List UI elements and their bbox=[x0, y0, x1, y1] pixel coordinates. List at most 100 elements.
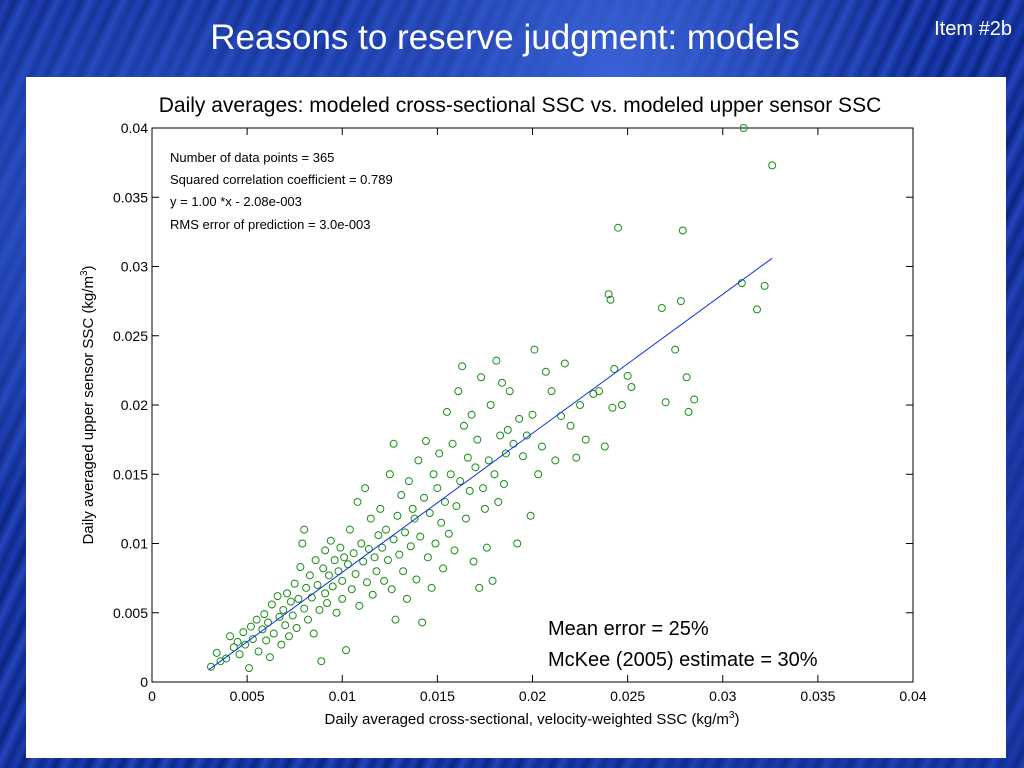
data-point bbox=[581, 435, 590, 444]
notes-box: Mean error = 25% McKee (2005) estimate =… bbox=[548, 618, 818, 671]
data-point bbox=[477, 373, 486, 382]
data-point bbox=[475, 583, 484, 592]
data-point bbox=[452, 502, 461, 511]
data-point bbox=[576, 401, 585, 409]
data-point bbox=[499, 479, 508, 488]
y-tick-label: 0.02 bbox=[121, 397, 148, 413]
data-point bbox=[389, 535, 398, 544]
data-point bbox=[245, 664, 254, 673]
data-point bbox=[382, 525, 391, 534]
data-point bbox=[248, 635, 257, 644]
data-point bbox=[206, 662, 215, 671]
data-point bbox=[353, 497, 362, 506]
data-point bbox=[427, 583, 436, 592]
data-point bbox=[296, 563, 305, 572]
data-point bbox=[566, 421, 575, 430]
data-point bbox=[488, 576, 497, 585]
data-point bbox=[357, 539, 366, 548]
stat-rms-error: RMS error of prediction = 3.0e-003 bbox=[170, 217, 371, 232]
data-point bbox=[252, 615, 261, 624]
data-point bbox=[486, 401, 495, 409]
data-point bbox=[338, 576, 347, 585]
data-point bbox=[610, 364, 619, 373]
y-tick-label: 0 bbox=[140, 674, 148, 690]
data-point bbox=[433, 484, 442, 493]
x-axis-label: Daily averaged cross-sectional, velocity… bbox=[325, 710, 740, 728]
data-point bbox=[551, 456, 560, 465]
data-point bbox=[309, 629, 318, 638]
stat-r-squared: Squared correlation coefficient = 0.789 bbox=[170, 172, 393, 187]
data-point bbox=[226, 632, 235, 641]
data-point bbox=[389, 439, 398, 448]
stats-box: Number of data points = 365 Squared corr… bbox=[170, 150, 393, 232]
data-point bbox=[288, 611, 297, 620]
data-point bbox=[657, 304, 666, 313]
y-tick-label: 0.01 bbox=[121, 536, 148, 552]
data-point bbox=[300, 525, 309, 534]
data-point bbox=[401, 528, 410, 537]
data-point bbox=[471, 463, 480, 472]
y-tick-label: 0.04 bbox=[121, 120, 148, 136]
data-point bbox=[503, 425, 512, 434]
data-point bbox=[526, 511, 535, 520]
x-tick-label: 0.02 bbox=[519, 688, 546, 704]
item-label: Item #2b bbox=[934, 18, 1012, 40]
data-point bbox=[267, 600, 276, 609]
y-tick-label: 0.005 bbox=[113, 605, 148, 621]
data-point bbox=[595, 387, 604, 396]
data-point bbox=[406, 542, 415, 551]
data-point bbox=[275, 612, 284, 621]
data-point bbox=[305, 571, 314, 580]
data-point bbox=[429, 470, 438, 479]
data-point bbox=[494, 497, 503, 506]
data-point bbox=[395, 550, 404, 559]
data-point bbox=[492, 356, 501, 365]
data-point bbox=[617, 401, 626, 409]
data-point bbox=[458, 362, 467, 371]
data-point bbox=[518, 452, 527, 461]
data-point bbox=[671, 345, 680, 354]
data-point bbox=[505, 387, 514, 396]
data-point bbox=[461, 514, 470, 523]
data-point bbox=[349, 549, 358, 558]
data-point bbox=[404, 477, 413, 486]
data-point bbox=[302, 583, 311, 592]
data-point bbox=[501, 449, 510, 458]
data-point bbox=[627, 382, 636, 391]
data-point bbox=[479, 484, 488, 493]
data-point bbox=[351, 569, 360, 578]
y-axis: 0 0.005 0.01 0.015 0.02 0.025 0.03 0.035 0.04 bbox=[113, 120, 913, 690]
data-point bbox=[408, 504, 417, 513]
data-point bbox=[414, 456, 423, 465]
data-point bbox=[420, 493, 429, 502]
data-point bbox=[260, 610, 269, 619]
data-point bbox=[528, 410, 537, 419]
data-point bbox=[239, 628, 248, 637]
data-point bbox=[290, 579, 299, 588]
data-point bbox=[498, 378, 507, 387]
data-point bbox=[460, 421, 469, 430]
data-point bbox=[423, 553, 432, 562]
data-point bbox=[374, 531, 383, 540]
data-point bbox=[321, 546, 330, 555]
data-point bbox=[269, 629, 278, 638]
data-point bbox=[298, 539, 307, 548]
data-point bbox=[509, 439, 518, 448]
data-point bbox=[446, 470, 455, 479]
data-point bbox=[277, 640, 286, 649]
data-point bbox=[469, 557, 478, 566]
x-axis: 0 0.005 0.01 0.015 0.02 0.025 0.03 0.035 0.04 bbox=[148, 128, 927, 704]
data-point bbox=[368, 590, 377, 599]
note-mean-error: Mean error = 25% bbox=[548, 618, 709, 640]
data-point bbox=[600, 442, 609, 451]
stat-n-points: Number of data points = 365 bbox=[170, 150, 334, 165]
data-point bbox=[258, 625, 267, 634]
data-point bbox=[467, 410, 476, 419]
data-point bbox=[484, 456, 493, 465]
x-tick-label: 0.015 bbox=[420, 688, 455, 704]
data-point bbox=[359, 557, 368, 566]
data-point bbox=[608, 403, 617, 412]
data-point bbox=[300, 604, 309, 613]
x-tick-label: 0.04 bbox=[899, 688, 926, 704]
chart-title: Daily averages: modeled cross-sectional … bbox=[158, 94, 882, 117]
